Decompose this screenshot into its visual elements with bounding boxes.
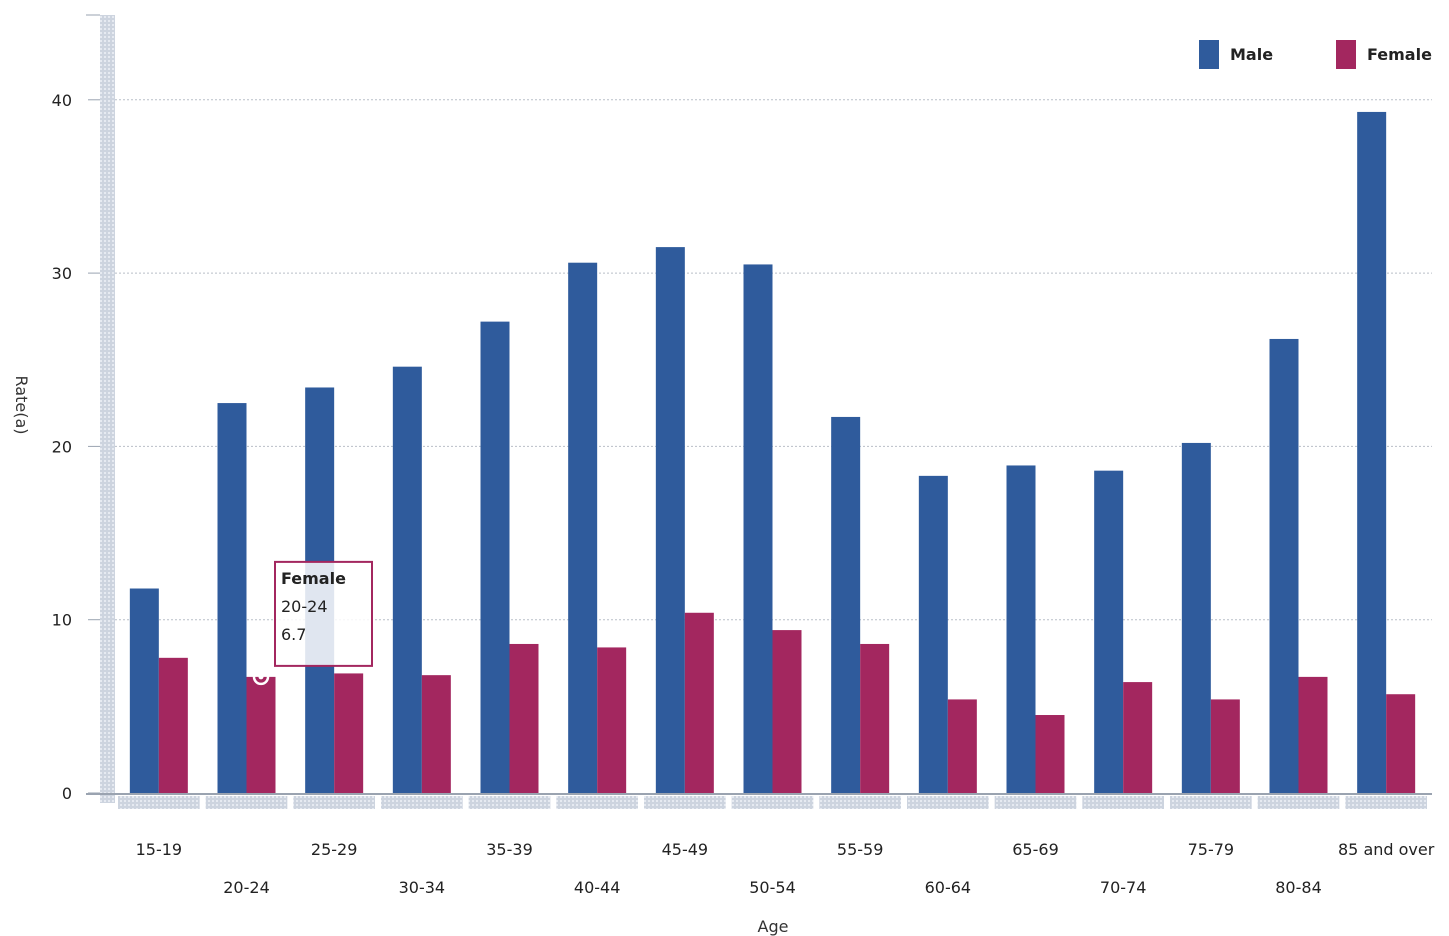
- bar-male-85-and-over[interactable]: [1357, 111, 1387, 793]
- x-category-band: [819, 796, 901, 809]
- tooltip-value: 6.7: [281, 625, 306, 644]
- bar-male-55-59[interactable]: [831, 416, 861, 793]
- bar-male-15-19[interactable]: [129, 588, 159, 793]
- x-category-band: [907, 796, 989, 809]
- bar-female-35-39[interactable]: [509, 643, 539, 793]
- hover-marker-dot: [258, 674, 264, 680]
- bar-female-40-44[interactable]: [597, 647, 627, 793]
- tooltip-series: Female: [281, 569, 346, 588]
- bar-male-50-54[interactable]: [743, 264, 773, 793]
- y-tick-label: 40: [52, 91, 72, 110]
- bar-male-40-44[interactable]: [568, 262, 598, 793]
- bar-male-60-64[interactable]: [918, 475, 948, 793]
- x-category-band: [118, 796, 200, 809]
- x-tick-label: 75-79: [1188, 840, 1235, 859]
- bar-female-25-29[interactable]: [334, 673, 364, 793]
- tooltip-box: [274, 560, 373, 667]
- bar-female-45-49[interactable]: [684, 612, 714, 793]
- bar-female-20-24[interactable]: [246, 676, 276, 793]
- x-tick-label: 30-34: [399, 878, 446, 897]
- legend-swatch-female[interactable]: [1336, 40, 1356, 69]
- bar-female-70-74[interactable]: [1123, 682, 1153, 793]
- x-tick-label: 50-54: [749, 878, 796, 897]
- x-category-band: [1082, 796, 1164, 809]
- bar-female-55-59[interactable]: [860, 643, 890, 793]
- y-axis: [100, 15, 115, 803]
- y-axis-title: Rate(a): [12, 376, 31, 435]
- x-category-band: [644, 796, 726, 809]
- x-tick-label: 25-29: [311, 840, 358, 859]
- bar-male-70-74[interactable]: [1094, 470, 1124, 793]
- x-tick-label: 35-39: [486, 840, 533, 859]
- legend-label-male[interactable]: Male: [1230, 45, 1273, 64]
- bar-male-35-39[interactable]: [480, 321, 510, 793]
- bar-female-80-84[interactable]: [1298, 676, 1328, 793]
- x-category-band: [731, 796, 814, 809]
- x-tick-label: 85 and over: [1338, 840, 1435, 859]
- bar-female-85-and-over[interactable]: [1386, 694, 1416, 793]
- x-category-band: [468, 796, 551, 809]
- x-tick-label: 65-69: [1012, 840, 1059, 859]
- x-tick-label: 60-64: [925, 878, 972, 897]
- tooltip-category: 20-24: [281, 597, 328, 616]
- legend-label-female[interactable]: Female: [1367, 45, 1432, 64]
- x-tick-label: 80-84: [1275, 878, 1322, 897]
- x-category-band: [293, 796, 375, 809]
- x-tick-label: 20-24: [223, 878, 270, 897]
- bar-male-45-49[interactable]: [655, 247, 685, 794]
- bar-female-15-19[interactable]: [158, 657, 188, 793]
- x-category-band: [556, 796, 638, 809]
- x-category-band: [381, 796, 463, 809]
- x-tick-label: 15-19: [136, 840, 183, 859]
- x-tick-label: 40-44: [574, 878, 621, 897]
- x-category-band: [1257, 796, 1340, 809]
- x-axis-title: Age: [758, 917, 789, 936]
- x-category-band: [1170, 796, 1252, 809]
- bar-female-65-69[interactable]: [1035, 715, 1065, 793]
- x-tick-label: 55-59: [837, 840, 884, 859]
- bar-male-20-24[interactable]: [217, 403, 247, 793]
- bar-female-50-54[interactable]: [772, 630, 802, 793]
- hover-marker: [252, 668, 270, 686]
- bar-female-75-79[interactable]: [1210, 699, 1240, 793]
- y-tick-label: 20: [52, 437, 72, 456]
- y-tick-label: 30: [52, 264, 72, 283]
- bar-male-75-79[interactable]: [1181, 442, 1211, 793]
- legend-swatch-male[interactable]: [1199, 40, 1219, 69]
- y-tick-label: 0: [62, 784, 72, 803]
- x-tick-label: 45-49: [662, 840, 709, 859]
- x-tick-label: 70-74: [1100, 878, 1147, 897]
- bar-male-30-34[interactable]: [392, 366, 422, 793]
- bar-female-30-34[interactable]: [421, 675, 451, 793]
- x-category-band: [205, 796, 288, 809]
- x-category-band: [994, 796, 1077, 809]
- bar-male-65-69[interactable]: [1006, 465, 1036, 793]
- x-category-band: [1345, 796, 1427, 809]
- bar-male-80-84[interactable]: [1269, 338, 1299, 793]
- bar-female-60-64[interactable]: [947, 699, 977, 793]
- y-tick-label: 10: [52, 611, 72, 630]
